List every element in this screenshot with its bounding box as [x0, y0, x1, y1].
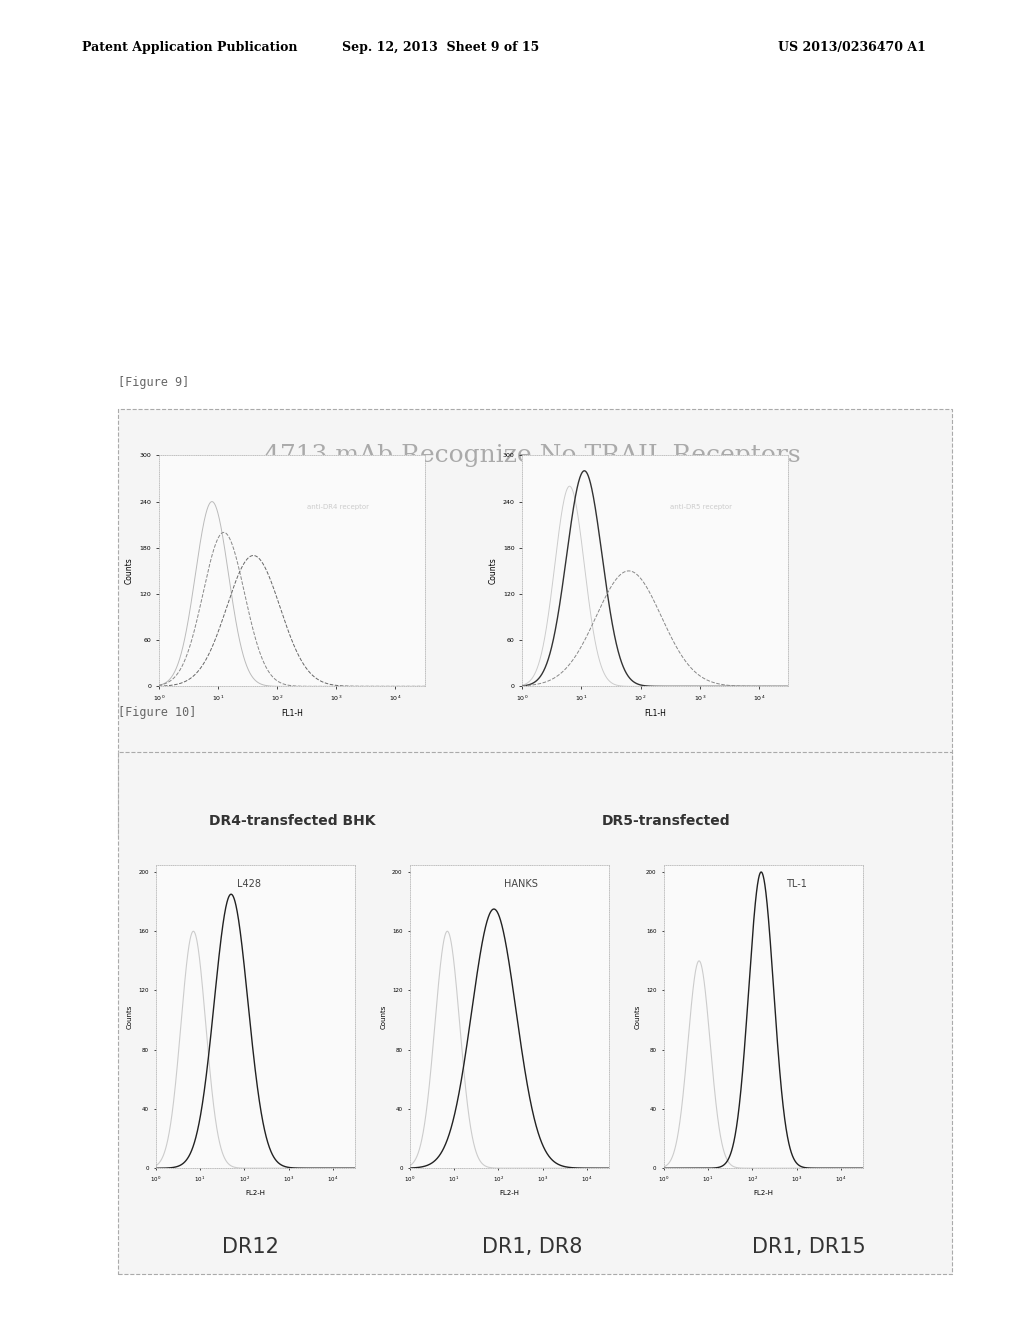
- Text: TL-1: TL-1: [786, 879, 807, 888]
- X-axis label: FL1-H: FL1-H: [644, 709, 667, 718]
- X-axis label: FL2-H: FL2-H: [246, 1191, 265, 1196]
- Text: DR4-transfected BHK: DR4-transfected BHK: [209, 814, 375, 828]
- Text: [Figure 10]: [Figure 10]: [118, 706, 197, 719]
- Y-axis label: Counts: Counts: [488, 557, 498, 585]
- Text: Sep. 12, 2013  Sheet 9 of 15: Sep. 12, 2013 Sheet 9 of 15: [342, 41, 539, 54]
- Bar: [118, 409, 952, 838]
- Text: DR12: DR12: [222, 1237, 280, 1258]
- Y-axis label: Counts: Counts: [381, 1005, 387, 1028]
- Y-axis label: Counts: Counts: [635, 1005, 641, 1028]
- Text: DR5-transfected: DR5-transfected: [601, 814, 730, 828]
- X-axis label: FL1-H: FL1-H: [281, 709, 303, 718]
- Text: DR1, DR8: DR1, DR8: [482, 1237, 583, 1258]
- Text: [Figure 9]: [Figure 9]: [118, 376, 189, 389]
- Bar: [118, 752, 952, 1274]
- Text: Patent Application Publication: Patent Application Publication: [82, 41, 297, 54]
- Text: US 2013/0236470 A1: US 2013/0236470 A1: [778, 41, 926, 54]
- Y-axis label: Counts: Counts: [127, 1005, 133, 1028]
- X-axis label: FL2-H: FL2-H: [754, 1191, 773, 1196]
- Text: HANKS: HANKS: [504, 879, 538, 888]
- Text: DR1, DR15: DR1, DR15: [752, 1237, 866, 1258]
- Text: anti-DR5 receptor: anti-DR5 receptor: [670, 504, 732, 511]
- Text: anti-DR4 receptor: anti-DR4 receptor: [306, 504, 369, 511]
- Y-axis label: Counts: Counts: [125, 557, 134, 585]
- Text: 4713 mAb Recognize No TRAIL Receptors: 4713 mAb Recognize No TRAIL Receptors: [264, 444, 801, 467]
- Text: L428: L428: [237, 879, 261, 888]
- X-axis label: FL2-H: FL2-H: [500, 1191, 519, 1196]
